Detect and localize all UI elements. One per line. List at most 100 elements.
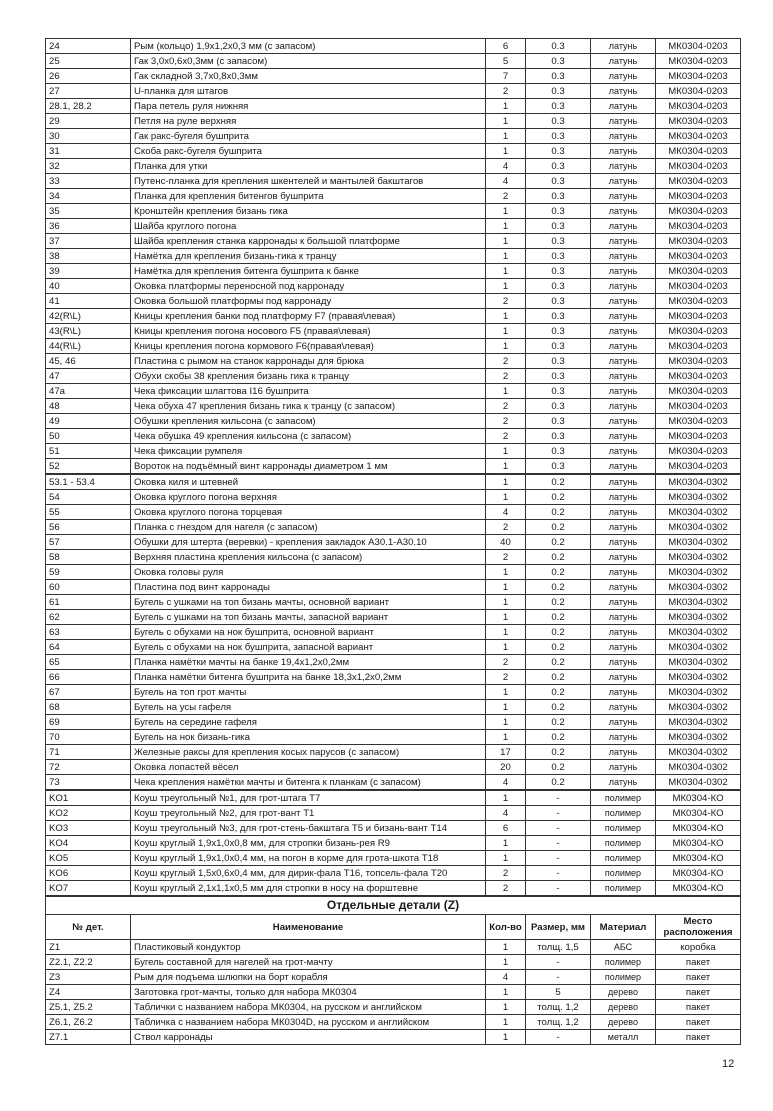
size-cell: 0.2 <box>525 774 591 791</box>
part-name-cell: Оковка большой платформы под карронаду <box>130 293 486 309</box>
table-row: 68 Бугель на усы гафеля 1 0.2 латунь МК0304-0… <box>45 699 741 715</box>
size-cell: 0.3 <box>525 458 591 475</box>
size-cell: 0.2 <box>525 654 591 670</box>
material-cell: АБС <box>590 939 656 955</box>
part-name-cell: Планка намётки битенга бушприта на банке… <box>130 669 486 685</box>
material-cell: латунь <box>590 203 656 219</box>
quantity-cell: 2 <box>485 83 526 99</box>
material-cell: латунь <box>590 669 656 685</box>
location-cell: пакет <box>655 999 741 1015</box>
part-name-cell: Коуш круглый 1,5х0,6х0,4 мм, для дирик-ф… <box>130 865 486 881</box>
size-cell: 0.2 <box>525 549 591 565</box>
location-cell: пакет <box>655 969 741 985</box>
quantity-cell: 1 <box>485 143 526 159</box>
size-cell: 0.3 <box>525 293 591 309</box>
quantity-cell: 2 <box>485 368 526 384</box>
location-cell: МК0304-0203 <box>655 323 741 339</box>
part-name-cell: Верхняя пластина крепления кильсона (с з… <box>130 549 486 565</box>
size-cell: 0.3 <box>525 218 591 234</box>
part-name-cell: Таблички с названием набора МК0304, на р… <box>130 999 486 1015</box>
size-cell: 0.3 <box>525 68 591 84</box>
size-cell: 0.2 <box>525 714 591 730</box>
size-cell: 0.3 <box>525 383 591 399</box>
table-row: KO6 Коуш круглый 1,5х0,6х0,4 мм, для дири… <box>45 865 741 881</box>
location-cell: МК0304-0302 <box>655 654 741 670</box>
location-cell: МК0304-0302 <box>655 519 741 535</box>
table-row: 27 U-планка для штагов 2 0.3 латунь МК0304-02… <box>45 83 741 99</box>
quantity-cell: 1 <box>485 128 526 144</box>
part-name-cell: Обушки для штерта (веревки) - крепления … <box>130 534 486 550</box>
part-name-cell: Коуш круглый 2,1х1,1х0,5 мм для стропки … <box>130 880 486 897</box>
material-cell: латунь <box>590 428 656 444</box>
quantity-cell: 1 <box>485 489 526 505</box>
size-cell: 0.2 <box>525 534 591 550</box>
part-name-cell: Пластина с рымом на станок карронады для… <box>130 353 486 369</box>
part-name-cell: Чека обушка 49 крепления кильсона (с зап… <box>130 428 486 444</box>
location-cell: МК0304-0203 <box>655 203 741 219</box>
quantity-cell: 1 <box>485 98 526 114</box>
material-cell: латунь <box>590 83 656 99</box>
quantity-cell: 1 <box>485 984 526 1000</box>
part-name-cell: Оковка лопастей вёсел <box>130 759 486 775</box>
location-cell: МК0304-0302 <box>655 473 741 490</box>
material-cell: латунь <box>590 113 656 129</box>
table-row: 32 Планка для утки 4 0.3 латунь МК0304-0203 <box>45 158 741 174</box>
quantity-cell: 4 <box>485 774 526 791</box>
location-cell: МК0304-0203 <box>655 158 741 174</box>
size-cell: 0.2 <box>525 609 591 625</box>
location-cell: МК0304-0302 <box>655 684 741 700</box>
part-number-cell: 62 <box>45 609 131 625</box>
part-name-cell: Коуш круглый 1,9х1,0х0,4 мм, на погон в … <box>130 850 486 866</box>
material-cell: латунь <box>590 624 656 640</box>
size-cell: - <box>525 1029 591 1045</box>
part-name-cell: Коуш треугольный №1, для грот-штага Т7 <box>130 789 486 806</box>
material-cell: полимер <box>590 865 656 881</box>
location-cell: МК0304-0203 <box>655 113 741 129</box>
size-cell: 5 <box>525 984 591 1000</box>
location-cell: МК0304-0203 <box>655 293 741 309</box>
part-number-cell: 25 <box>45 53 131 69</box>
table-row: 39 Намётка для крепления битенга бушприта… <box>45 263 741 279</box>
quantity-cell: 5 <box>485 53 526 69</box>
table-row: KO3 Коуш треугольный №3, для грот-стень-б… <box>45 820 741 836</box>
table-row: 54 Оковка круглого погона верхняя 1 0.2 лату… <box>45 489 741 505</box>
table-row: 52 Вороток на подъёмный винт карронады ди… <box>45 458 741 475</box>
location-cell: МК0304-0203 <box>655 83 741 99</box>
location-cell: МК0304-0203 <box>655 218 741 234</box>
part-name-cell: Намётка для крепления бизань-гика к тран… <box>130 248 486 264</box>
table-row: Z3 Рым для подъема шлюпки на борт корабля… <box>45 969 741 985</box>
table-row: Z7.1 Ствол карронады 1- металл пакет <box>45 1029 741 1045</box>
location-cell: МК0304-0203 <box>655 233 741 249</box>
table-row: 67 Бугель на топ грот мачты 1 0.2 латунь МК03… <box>45 684 741 700</box>
location-cell: МК0304-0203 <box>655 188 741 204</box>
part-name-cell: Обухи скобы 38 крепления бизань гика к т… <box>130 368 486 384</box>
material-cell: латунь <box>590 519 656 535</box>
material-cell: полимер <box>590 789 656 806</box>
table-row: KO4 Коуш круглый 1,9х1,0х0,8 мм, для стро… <box>45 835 741 851</box>
material-cell: полимер <box>590 805 656 821</box>
table-row: 35 Кронштейн крепления бизань гика 1 0.3 лат… <box>45 203 741 219</box>
location-cell: МК0304-КО <box>655 789 741 806</box>
table-row: 47 Обухи скобы 38 крепления бизань гика к… <box>45 368 741 384</box>
size-cell: 0.3 <box>525 428 591 444</box>
quantity-cell: 1 <box>485 473 526 490</box>
location-cell: МК0304-0302 <box>655 774 741 791</box>
part-name-cell: Бугель на топ грот мачты <box>130 684 486 700</box>
part-name-cell: Обушки крепления кильсона (с запасом) <box>130 413 486 429</box>
part-number-cell: KO4 <box>45 835 131 851</box>
part-name-cell: Коуш круглый 1,9х1,0х0,8 мм, для стропки… <box>130 835 486 851</box>
part-name-cell: Бугель на середине гафеля <box>130 714 486 730</box>
location-cell: МК0304-0203 <box>655 38 741 54</box>
part-number-cell: 26 <box>45 68 131 84</box>
part-name-cell: Бугель с обухами на нок бушприта, запасн… <box>130 639 486 655</box>
quantity-cell: 1 <box>485 263 526 279</box>
location-cell: МК0304-0302 <box>655 714 741 730</box>
quantity-cell: 2 <box>485 865 526 881</box>
part-name-cell: Оковка круглого погона торцевая <box>130 504 486 520</box>
location-cell: МК0304-0302 <box>655 594 741 610</box>
location-cell: МК0304-КО <box>655 880 741 897</box>
part-name-cell: Коуш треугольный №3, для грот-стень-бакш… <box>130 820 486 836</box>
part-name-cell: Бугель с ушками на топ бизань мачты, зап… <box>130 609 486 625</box>
material-cell: латунь <box>590 534 656 550</box>
size-cell: 0.2 <box>525 473 591 490</box>
